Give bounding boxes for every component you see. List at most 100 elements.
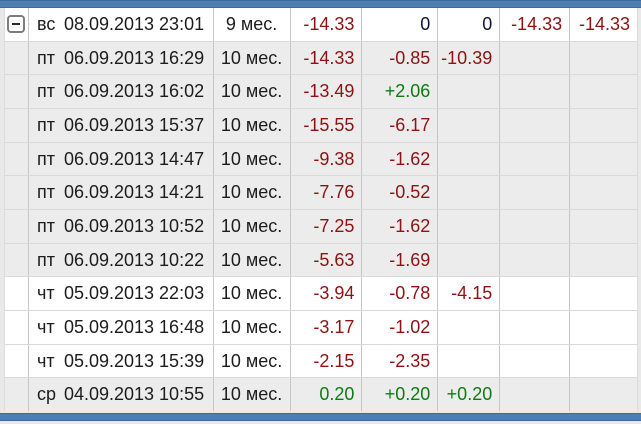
datetime-label: 06.09.2013 14:21 (63, 182, 205, 203)
cell-datetime: чт 05.09.2013 22:03 (29, 277, 214, 311)
weekday-label: пт (36, 249, 55, 270)
table-row[interactable]: чт 05.09.2013 15:39 10 мес. -2.15 -2.35 (5, 344, 637, 379)
weekday-label: вс (36, 13, 56, 34)
table-row[interactable]: пт 06.09.2013 14:21 10 мес. -7.76 -0.52 (5, 176, 637, 211)
cell-datetime: пт 06.09.2013 16:29 (29, 41, 214, 75)
datetime-label: 05.09.2013 16:48 (63, 316, 205, 337)
cell-value-1: -13.49 (291, 75, 363, 109)
cell-value-4 (500, 75, 571, 109)
datetime-label: 08.09.2013 23:01 (63, 13, 205, 34)
cell-value-5 (570, 345, 637, 378)
cell-expand (5, 176, 29, 210)
history-table: вс 08.09.2013 23:01 9 мес. -14.33 0 0 -1… (4, 8, 638, 412)
cell-expand (5, 344, 29, 378)
cell-value-2: -1.69 (362, 243, 439, 277)
weekday-label: пт (36, 47, 55, 68)
cell-value-4 (500, 378, 571, 412)
cell-value-4 (500, 210, 571, 243)
datetime-label: 06.09.2013 16:29 (63, 47, 205, 68)
top-blue-bar (0, 0, 641, 8)
collapse-row-button[interactable] (7, 15, 26, 34)
cell-value-4 (500, 109, 571, 142)
cell-duration: 10 мес. (214, 277, 291, 311)
cell-expand (5, 311, 29, 344)
cell-expand (5, 109, 29, 142)
cell-value-5: -14.33 (578, 13, 630, 34)
cell-value-3: -4.15 (438, 277, 501, 311)
cell-value-3 (438, 142, 501, 176)
datetime-label: 06.09.2013 10:52 (63, 215, 205, 236)
cell-value-1: -3.94 (291, 277, 363, 311)
cell-datetime: чт 05.09.2013 16:48 (29, 311, 214, 344)
weekday-label: чт (36, 350, 55, 371)
weekday-label: пт (36, 114, 55, 135)
table-row[interactable]: чт 05.09.2013 22:03 10 мес. -3.94 -0.78 … (5, 277, 637, 312)
cell-expand (5, 75, 29, 109)
table-row[interactable]: чт 05.09.2013 16:48 10 мес. -3.17 -1.02 (5, 311, 637, 345)
cell-value-5 (570, 109, 637, 142)
datetime-label: 06.09.2013 15:37 (63, 114, 205, 135)
cell-value-2: +0.20 (362, 378, 439, 412)
cell-value-4 (500, 176, 571, 210)
cell-value-1: -9.38 (291, 142, 363, 176)
cell-value-2: +2.06 (362, 75, 439, 109)
cell-expand (5, 277, 29, 311)
cell-datetime: пт 06.09.2013 16:02 (29, 75, 214, 109)
cell-duration: 10 мес. (214, 243, 291, 277)
cell-value-3 (438, 75, 501, 109)
table-row[interactable]: пт 06.09.2013 14:47 10 мес. -9.38 -1.62 (5, 142, 637, 177)
cell-duration: 10 мес. (214, 344, 291, 378)
cell-expand (5, 41, 29, 75)
cell-value-1: 0.20 (291, 378, 363, 412)
cell-value-1: -15.55 (291, 109, 363, 142)
cell-value-1: -14.33 (291, 41, 363, 75)
datetime-label: 05.09.2013 15:39 (63, 350, 205, 371)
datetime-label: 06.09.2013 14:47 (63, 148, 205, 169)
table-row[interactable]: пт 06.09.2013 10:52 10 мес. -7.25 -1.62 (5, 210, 637, 244)
cell-value-1: -7.76 (291, 176, 363, 210)
table-row[interactable]: пт 06.09.2013 10:22 10 мес. -5.63 -1.69 (5, 243, 637, 278)
datetime-label: 04.09.2013 10:55 (63, 384, 205, 405)
cell-value-4 (500, 142, 571, 176)
cell-value-1: -7.25 (291, 210, 363, 243)
weekday-label: пт (36, 148, 55, 169)
cell-datetime: пт 06.09.2013 10:52 (29, 210, 214, 243)
cell-duration: 9 мес. (214, 8, 291, 41)
cell-value-2: -1.62 (362, 210, 439, 243)
cell-value-5 (570, 244, 637, 277)
table-row[interactable]: ср 04.09.2013 10:55 10 мес. 0.20 +0.20 +… (5, 378, 637, 412)
cell-value-5 (570, 42, 637, 75)
cell-datetime: пт 06.09.2013 10:22 (29, 243, 214, 277)
cell-duration: 10 мес. (214, 142, 291, 176)
cell-value-3 (438, 176, 501, 210)
datetime-label: 06.09.2013 10:22 (63, 249, 205, 270)
cell-value-1: -3.17 (291, 311, 363, 344)
cell-datetime: пт 06.09.2013 14:47 (29, 142, 214, 176)
weekday-label: ср (36, 384, 56, 405)
cell-duration: 10 мес. (214, 41, 291, 75)
cell-duration: 10 мес. (214, 378, 291, 412)
table-row[interactable]: пт 06.09.2013 16:29 10 мес. -14.33 -0.85… (5, 41, 637, 76)
cell-expand (5, 8, 29, 41)
cell-value-2: -0.52 (362, 176, 439, 210)
cell-value-5 (570, 176, 637, 209)
cell-expand (5, 210, 29, 243)
cell-value-5 (570, 210, 637, 243)
cell-value-2: -6.17 (362, 109, 439, 142)
weekday-label: пт (36, 81, 55, 102)
table-row[interactable]: вс 08.09.2013 23:01 9 мес. -14.33 0 0 -1… (5, 8, 637, 42)
table-row[interactable]: пт 06.09.2013 16:02 10 мес. -13.49 +2.06 (5, 75, 637, 110)
cell-value-3: -10.39 (438, 41, 501, 75)
cell-duration: 10 мес. (214, 210, 291, 243)
cell-expand (5, 243, 29, 277)
table-row[interactable]: пт 06.09.2013 15:37 10 мес. -15.55 -6.17 (5, 109, 637, 143)
cell-value-2: 0 (362, 8, 439, 41)
cell-value-4 (500, 41, 571, 75)
cell-value-5 (570, 277, 637, 310)
cell-value-3 (438, 210, 501, 243)
cell-value-5 (570, 378, 637, 411)
cell-datetime: ср 04.09.2013 10:55 (29, 378, 214, 412)
cell-duration: 10 мес. (214, 109, 291, 142)
weekday-label: пт (36, 215, 55, 236)
